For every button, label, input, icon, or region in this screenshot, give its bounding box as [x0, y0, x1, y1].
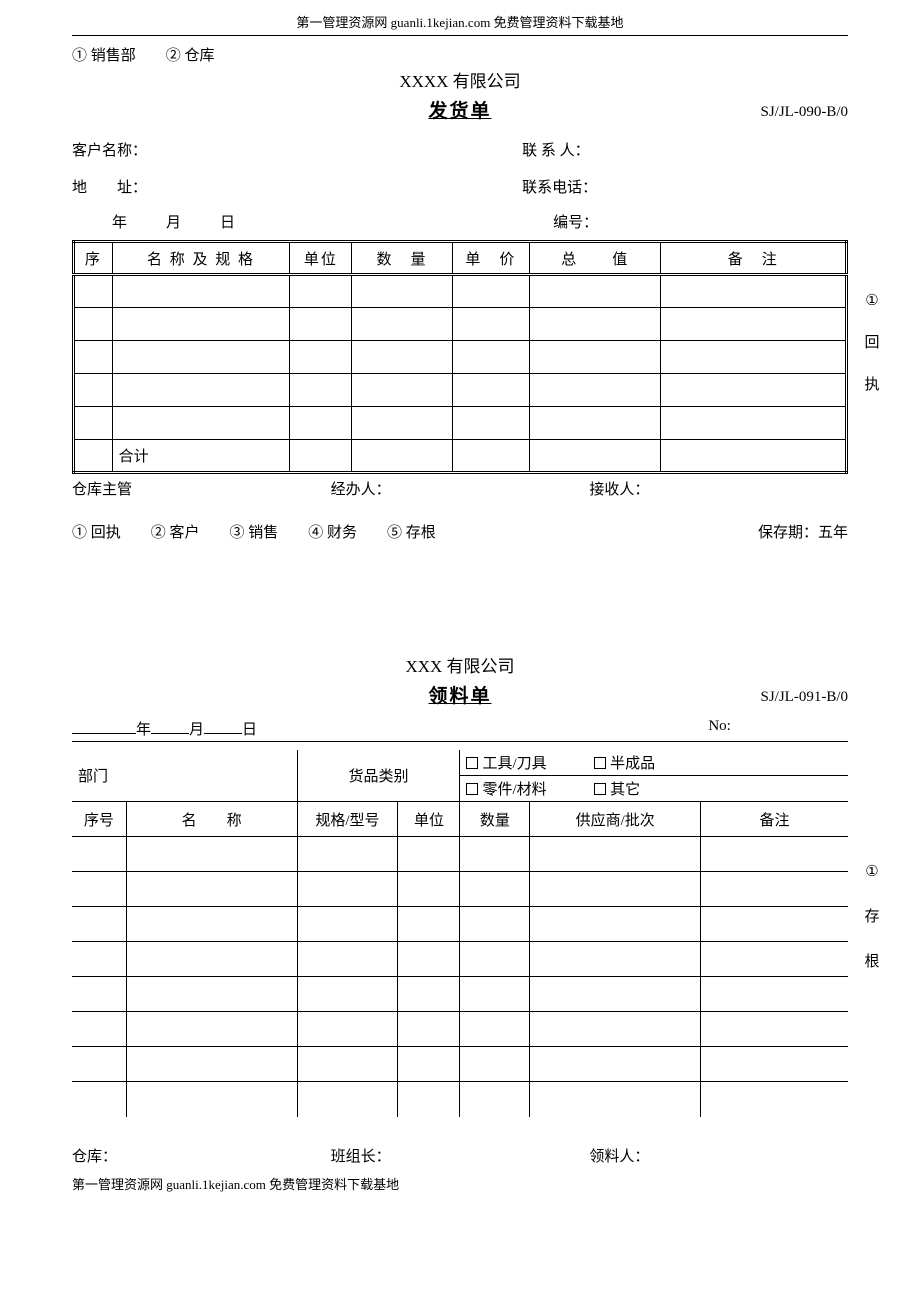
category-row-1: 工具/刀具 半成品: [460, 750, 848, 776]
sign-handler: 经办人：: [331, 478, 590, 499]
top-department-line: ① 销售部 ② 仓库: [72, 44, 848, 65]
col-seq: 序: [74, 242, 113, 275]
col2-unit: 单位: [398, 802, 460, 837]
col2-spec: 规格/型号: [297, 802, 398, 837]
checkbox-icon: [594, 783, 606, 795]
col2-seq: 序号: [72, 802, 126, 837]
form2-title: 领料单: [428, 681, 491, 708]
form1-table: 序 名 称 及 规 格 单位 数 量 单 价 总 值 备 注 合计: [72, 240, 848, 474]
form2-table-wrap: 部门 货品类别 工具/刀具 半成品 零件/材料 其它: [72, 750, 848, 1117]
sign-warehouse: 仓库主管: [72, 478, 331, 499]
col-unit: 单位: [290, 242, 352, 275]
page-footer: 第一管理资源网 guanli.1kejian.com 免费管理资料下载基地: [72, 1174, 848, 1193]
form1-table-wrap: 序 名 称 及 规 格 单位 数 量 单 价 总 值 备 注 合计 ①回执: [72, 240, 848, 474]
col-name-spec: 名 称 及 规 格: [112, 242, 290, 275]
col-price: 单 价: [452, 242, 529, 275]
form2-no-label: No:: [708, 718, 848, 739]
cat-other: 其它: [610, 782, 640, 798]
cat-part: 零件/材料: [482, 782, 546, 798]
col2-supplier: 供应商/批次: [530, 802, 701, 837]
table-row: [72, 1012, 848, 1047]
table-row: [72, 872, 848, 907]
phone-label: 联系电话：: [522, 176, 848, 197]
col2-qty: 数量: [460, 802, 530, 837]
form1-container: ① 销售部 ② 仓库 XXXX 有限公司 发货单 SJ/JL-090-B/0 客…: [72, 44, 848, 542]
category-row-2: 零件/材料 其它: [460, 776, 848, 802]
table-row: [72, 1047, 848, 1082]
sum-row: 合计: [74, 440, 847, 473]
page-header: 第一管理资源网 guanli.1kejian.com 免费管理资料下载基地: [72, 0, 848, 36]
form1-serial-label: 编号：: [553, 211, 848, 232]
sign-receiver: 接收人：: [589, 478, 848, 499]
form2-date: 年月日: [72, 718, 708, 739]
col-total: 总 值: [530, 242, 661, 275]
day-label: 日: [242, 722, 257, 738]
checkbox-icon: [466, 757, 478, 769]
table-row: [74, 407, 847, 440]
col2-remark: 备注: [701, 802, 848, 837]
table-row: [72, 1082, 848, 1117]
form1-doc-code: SJ/JL-090-B/0: [760, 104, 848, 121]
sign2-picker: 领料人：: [589, 1145, 848, 1166]
checkbox-icon: [594, 757, 606, 769]
table-row: [72, 977, 848, 1012]
col-qty: 数 量: [352, 242, 452, 275]
form2-container: XXX 有限公司 领料单 SJ/JL-091-B/0 年 月 日 No: 部门 货品…: [72, 652, 848, 1166]
cat-semi: 半成品: [610, 756, 655, 772]
form1-side-annotation: ①回执: [862, 280, 882, 406]
address-label: 地 址：: [72, 176, 522, 197]
cat-tool: 工具/刀具: [482, 756, 546, 772]
category-label: 货品类别: [297, 750, 460, 802]
form1-title: 发货单: [428, 96, 491, 123]
dept-label: 部门: [72, 750, 297, 802]
form2-side-annotation: ①存根: [862, 850, 882, 985]
form2-doc-code: SJ/JL-091-B/0: [760, 689, 848, 706]
sign2-leader: 班组长：: [331, 1145, 590, 1166]
table-row: [74, 341, 847, 374]
table-row: [72, 907, 848, 942]
company-name-2: XXX 有限公司: [72, 652, 848, 677]
table-row: [74, 374, 847, 407]
company-name-1: XXXX 有限公司: [72, 67, 848, 92]
contact-label: 联 系 人：: [522, 139, 848, 160]
sign2-warehouse: 仓库：: [72, 1145, 331, 1166]
retention-period: 保存期：五年: [758, 521, 848, 542]
col2-name: 名 称: [126, 802, 297, 837]
month-label: 月: [189, 722, 204, 738]
table-row: [72, 942, 848, 977]
table-row: [72, 837, 848, 872]
checkbox-icon: [466, 783, 478, 795]
table-row: [74, 275, 847, 308]
copies-list: ① 回执 ② 客户 ③ 销售 ④ 财务 ⑤ 存根: [72, 521, 758, 542]
form1-date: 年 月 日: [72, 211, 553, 232]
customer-name-label: 客户名称：: [72, 139, 522, 160]
form2-table: 部门 货品类别 工具/刀具 半成品 零件/材料 其它: [72, 750, 848, 1117]
year-label: 年: [136, 722, 151, 738]
col-remark: 备 注: [661, 242, 847, 275]
table-row: [74, 308, 847, 341]
